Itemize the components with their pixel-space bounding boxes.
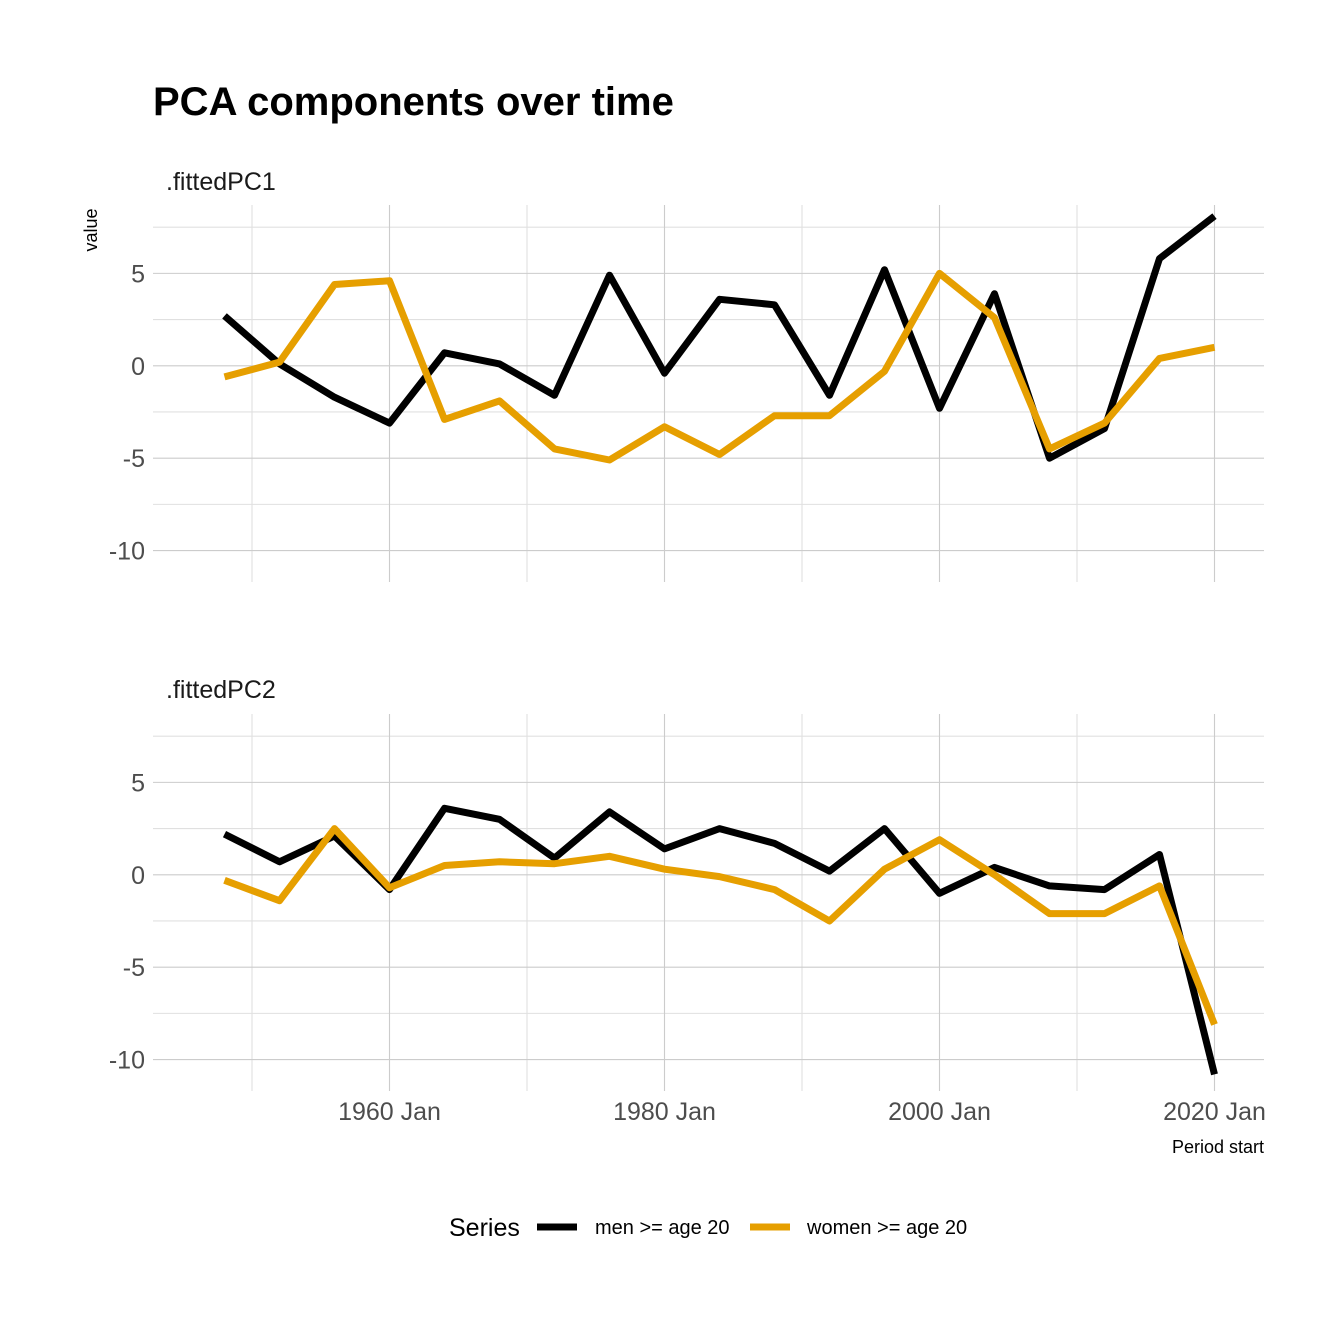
y-tick-label: -10 [109, 538, 145, 566]
y-tick-label: 0 [131, 862, 145, 890]
panel-fittedPC1: .fittedPC1 5 0 -5 -10 [109, 168, 1264, 582]
series-lines-panel-1 [222, 213, 1217, 464]
chart-title: PCA components over time [153, 80, 674, 124]
panel-fittedPC2: .fittedPC2 5 0 -5 -10 [109, 676, 1264, 1091]
legend-label-men: men >= age 20 [595, 1217, 730, 1239]
gridlines-panel-1 [153, 205, 1264, 582]
series-line-women [223, 825, 1218, 1026]
y-tick-label: 5 [131, 260, 145, 288]
y-ticks-panel-2: 5 0 -5 -10 [109, 769, 145, 1074]
y-axis-label: value [81, 208, 101, 251]
x-tick-label: 1980 Jan [613, 1098, 716, 1126]
y-tick-label: 0 [131, 353, 145, 381]
x-tick-label: 2000 Jan [888, 1098, 991, 1126]
y-tick-label: -5 [123, 954, 145, 982]
y-tick-label: -5 [123, 445, 145, 473]
y-ticks-panel-1: 5 0 -5 -10 [109, 260, 145, 565]
x-tick-label: 2020 Jan [1163, 1098, 1266, 1126]
x-axis-label: Period start [1172, 1137, 1264, 1157]
series-line-men [222, 804, 1218, 1076]
legend-title: Series [449, 1214, 520, 1242]
x-axis-ticks: 1960 Jan 1980 Jan 2000 Jan 2020 Jan [338, 1098, 1266, 1126]
legend-label-women: women >= age 20 [806, 1217, 967, 1239]
panel-label-fittedPC1: .fittedPC1 [166, 168, 276, 196]
series-lines-panel-2 [222, 804, 1218, 1076]
y-tick-label: -10 [109, 1047, 145, 1075]
gridlines-panel-2 [153, 714, 1264, 1091]
series-line-women [223, 269, 1216, 464]
y-tick-label: 5 [131, 769, 145, 797]
x-tick-label: 1960 Jan [338, 1098, 441, 1126]
legend: Series men >= age 20 women >= age 20 [449, 1214, 967, 1242]
panel-label-fittedPC2: .fittedPC2 [166, 676, 276, 704]
series-line-men [222, 213, 1217, 462]
